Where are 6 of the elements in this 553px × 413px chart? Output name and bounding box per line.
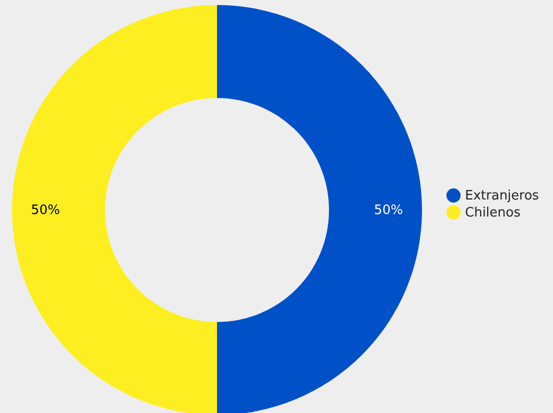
legend-label: Chilenos: [465, 206, 521, 220]
legend-label: Extranjeros: [465, 188, 540, 204]
donut-slice: [12, 5, 217, 413]
donut-slice: [217, 5, 422, 413]
data-label: 50%: [31, 203, 60, 218]
data-label: 50%: [374, 203, 403, 218]
